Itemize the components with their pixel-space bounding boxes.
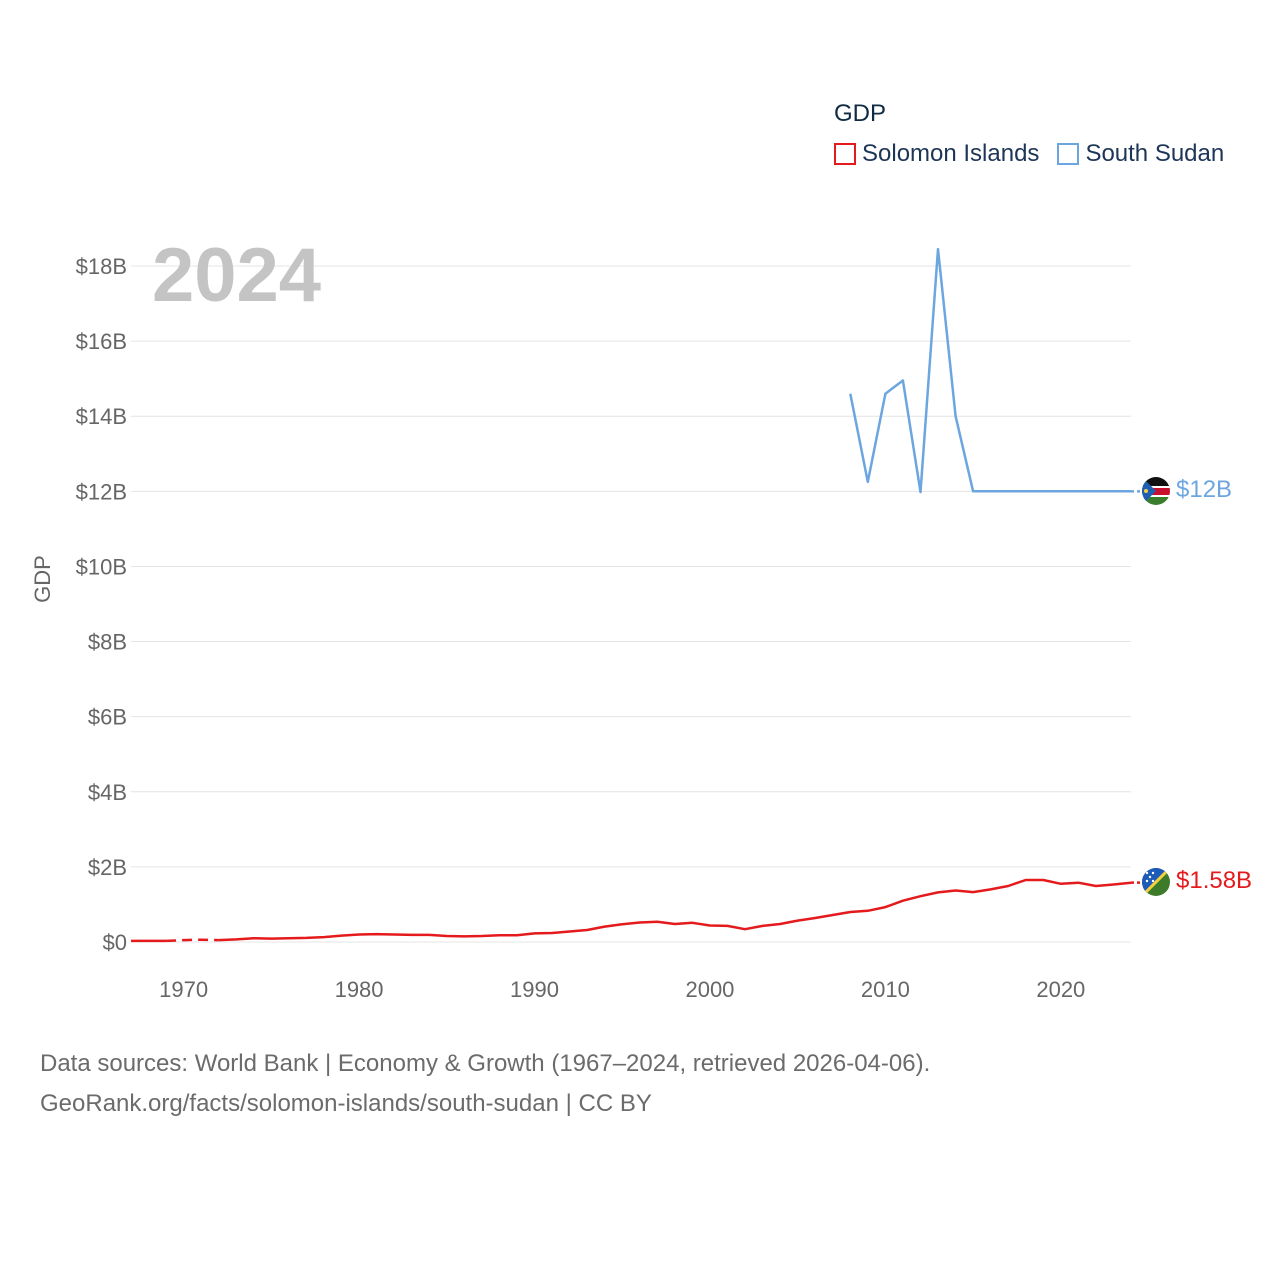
y-tick-label: $8B: [88, 630, 127, 655]
x-tick-label: 1970: [159, 977, 208, 1002]
end-label-south-sudan: $12B: [1176, 476, 1232, 503]
legend-swatch-south-sudan: [1057, 143, 1080, 165]
legend-title: GDP: [834, 100, 887, 127]
y-tick-label: $18B: [76, 254, 127, 279]
legend-label-south-sudan: South Sudan: [1085, 140, 1225, 167]
x-tick-label: 1990: [510, 977, 559, 1002]
y-tick-label: $0: [103, 930, 127, 955]
footer: Data sources: World Bank | Economy & Gro…: [40, 1044, 930, 1124]
x-tick-label: 2000: [685, 977, 734, 1002]
y-tick-label: $4B: [88, 780, 127, 805]
y-tick-label: $10B: [76, 554, 127, 579]
legend-label-solomon-islands: Solomon Islands: [862, 140, 1040, 167]
series-line-solomon-islands[interactable]: [166, 938, 219, 943]
legend-item-solomon-islands[interactable]: Solomon Islands: [834, 140, 1039, 168]
solomon-islands-flag-icon: [1142, 868, 1170, 896]
y-axis-title: GDP: [30, 555, 55, 603]
footer-sources: Data sources: World Bank | Economy & Gro…: [40, 1050, 931, 1077]
x-tick-label: 2010: [861, 977, 910, 1002]
year-label: 2024: [152, 233, 321, 318]
legend-item-south-sudan[interactable]: South Sudan: [1057, 140, 1224, 168]
series-line-south-sudan[interactable]: [849, 247, 1131, 494]
x-tick-label: 2020: [1036, 977, 1085, 1002]
gdp-line-chart: $0 $2B $4B $6B $8B $10B $12B $14B $16B $18B 1970 1…: [30, 233, 1252, 1002]
end-label-solomon-islands: $1.58B: [1176, 867, 1252, 894]
y-tick-label: $16B: [76, 329, 127, 354]
y-tick-label: $12B: [76, 479, 127, 504]
y-tick-label: $6B: [88, 705, 127, 730]
legend-swatch-solomon-islands: [834, 143, 856, 165]
series-line-solomon-islands[interactable]: [218, 878, 1132, 942]
legend: GDP Solomon Islands South Sudan: [834, 100, 1224, 168]
x-tick-label: 1980: [335, 977, 384, 1002]
footer-attribution[interactable]: GeoRank.org/facts/solomon-islands/south-…: [40, 1090, 652, 1117]
south-sudan-flag-icon: [1142, 477, 1170, 505]
y-tick-label: $14B: [76, 404, 127, 429]
y-tick-label: $2B: [88, 855, 127, 880]
